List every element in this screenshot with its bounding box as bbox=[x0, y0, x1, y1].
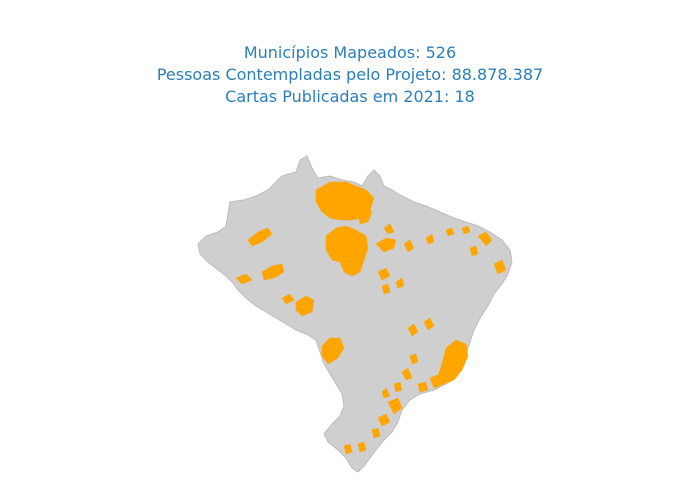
highlight-ne-4 bbox=[403, 239, 415, 253]
highlight-se-5 bbox=[423, 317, 435, 331]
highlight-ne-1 bbox=[375, 237, 397, 253]
highlight-se-large bbox=[437, 339, 469, 385]
highlight-se-8 bbox=[409, 353, 419, 365]
highlight-se-4 bbox=[407, 323, 419, 337]
highlight-west-1 bbox=[295, 295, 315, 317]
highlight-coast-5 bbox=[425, 233, 435, 245]
highlight-s-3 bbox=[371, 427, 381, 439]
highlight-north-cluster bbox=[325, 225, 369, 277]
highlight-coast-4 bbox=[469, 245, 479, 257]
highlight-nw-3 bbox=[235, 273, 253, 285]
title-letters-published: Cartas Publicadas em 2021: 18 bbox=[225, 87, 475, 106]
highlight-ne-2 bbox=[377, 267, 391, 281]
highlight-west-2 bbox=[281, 293, 295, 305]
map-title: Municípios Mapeados: 526 Pessoas Contemp… bbox=[0, 42, 700, 108]
brazil-land bbox=[197, 155, 513, 473]
title-mapped-municipalities: Municípios Mapeados: 526 bbox=[243, 43, 457, 62]
highlight-s-5 bbox=[343, 443, 353, 455]
highlight-s-1 bbox=[387, 397, 403, 415]
highlight-se-3 bbox=[417, 381, 429, 393]
highlight-ne-3 bbox=[383, 223, 395, 235]
highlight-se-7 bbox=[393, 381, 403, 393]
highlight-s-2 bbox=[377, 413, 391, 427]
highlight-ne-6 bbox=[381, 283, 391, 295]
highlight-coast-6 bbox=[445, 227, 455, 237]
highlight-se-2 bbox=[429, 373, 445, 389]
highlight-coast-1 bbox=[477, 231, 493, 247]
title-people-reached: Pessoas Contempladas pelo Projeto: 88.87… bbox=[156, 65, 544, 84]
highlight-s-6 bbox=[381, 387, 391, 399]
highlight-north-strip bbox=[357, 205, 373, 225]
highlight-ne-5 bbox=[395, 277, 405, 289]
highlight-coast-2 bbox=[493, 259, 507, 275]
highlight-center-1 bbox=[321, 337, 345, 365]
highlight-nw-1 bbox=[247, 227, 273, 247]
highlight-se-6 bbox=[401, 367, 413, 381]
highlight-coast-3 bbox=[461, 225, 471, 235]
highlight-nw-2 bbox=[261, 263, 285, 281]
highlight-s-4 bbox=[357, 441, 367, 453]
